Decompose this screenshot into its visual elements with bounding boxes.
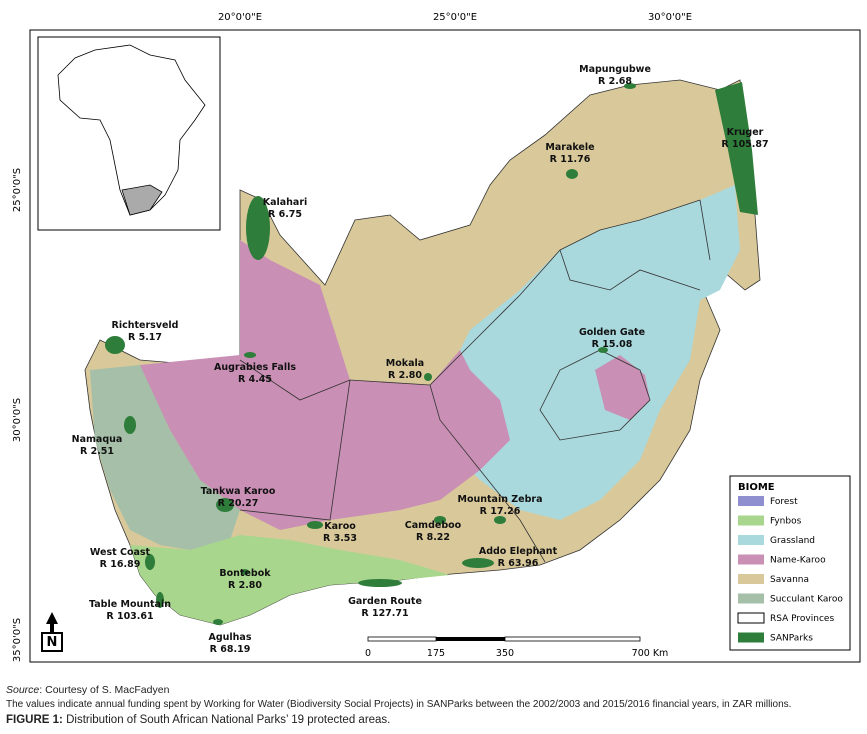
park-funding: R 103.61 — [106, 611, 153, 622]
park-funding: R 6.75 — [268, 209, 302, 220]
park-funding: R 5.17 — [128, 332, 162, 343]
park-area — [566, 169, 578, 179]
caption-source: Source: Courtesy of S. MacFadyen — [6, 684, 169, 696]
park-funding: R 127.71 — [361, 608, 408, 619]
legend-label: Fynbos — [770, 517, 802, 527]
legend-label: RSA Provinces — [770, 614, 834, 624]
legend-swatch — [738, 554, 764, 565]
caption-note: The values indicate annual funding spent… — [6, 699, 792, 710]
scale-label: 350 — [496, 648, 514, 659]
north-arrow — [41, 612, 63, 652]
scale-label: 175 — [427, 648, 445, 659]
park-area — [145, 554, 155, 570]
park-funding: R 16.89 — [100, 559, 141, 570]
park-funding: R 68.19 — [210, 644, 251, 655]
legend: BIOME Forest Fynbos Grassland Name-Karoo Sav… — [729, 475, 851, 651]
park-name: Namaqua — [72, 434, 123, 445]
latitude-label: 35°0'0"S — [12, 618, 23, 662]
legend-swatch — [738, 496, 764, 506]
park-funding: R 2.80 — [228, 580, 262, 591]
legend-swatch — [738, 515, 764, 526]
legend-label: SANParks — [770, 634, 813, 644]
figure-text: Distribution of South African National P… — [66, 714, 391, 726]
park-name: Kruger — [727, 127, 764, 138]
legend-swatch — [738, 632, 764, 643]
park-area — [213, 619, 223, 625]
park-area — [624, 83, 636, 89]
park-funding: R 105.87 — [721, 139, 768, 150]
park-area — [124, 416, 136, 434]
park-funding: R 11.76 — [550, 154, 591, 165]
park-funding: R 2.68 — [598, 76, 632, 87]
north-label: N — [47, 635, 58, 650]
park-area — [244, 352, 256, 358]
park-name: Kalahari — [263, 197, 308, 208]
scale-label: 700 Km — [632, 648, 669, 659]
longitude-label: 20°0'0"E — [218, 12, 262, 23]
legend-swatch — [738, 593, 764, 604]
figure-label: FIGURE 1: — [6, 714, 63, 726]
legend-label: Savanna — [770, 575, 809, 585]
latitude-label: 25°0'0"S — [12, 168, 23, 212]
park-name: Addo Elephant — [479, 546, 558, 557]
park-name: Tankwa Karoo — [201, 486, 276, 497]
park-name: Augrabies Falls — [214, 362, 296, 373]
inset-map — [37, 36, 221, 231]
map: N BIOME Forest Fynbos Grassland Name-Karoo S… — [12, 12, 861, 663]
scale-label: 0 — [365, 648, 371, 659]
park-funding: R 17.26 — [480, 506, 521, 517]
park-name: Camdeboo — [405, 520, 462, 531]
park-name: Mapungubwe — [579, 64, 651, 75]
park-area — [434, 516, 446, 524]
park-funding: R 2.51 — [80, 446, 114, 457]
park-area — [307, 521, 323, 529]
legend-swatch — [738, 535, 764, 545]
park-name: Marakele — [545, 142, 594, 153]
park-name: Table Mountain — [89, 599, 171, 610]
park-name: Agulhas — [208, 632, 251, 643]
parks — [105, 82, 758, 625]
park-funding: R 8.22 — [416, 532, 450, 543]
park-area — [494, 516, 506, 524]
park-area — [462, 558, 494, 568]
park-name: Mountain Zebra — [457, 494, 542, 505]
latitude-label: 30°0'0"S — [12, 398, 23, 442]
legend-label: Forest — [770, 497, 798, 507]
park-area — [156, 592, 164, 608]
park-funding: R 3.53 — [323, 533, 357, 544]
park-area — [246, 196, 270, 260]
source-text: : Courtesy of S. MacFadyen — [39, 684, 170, 696]
park-name: West Coast — [90, 547, 151, 558]
legend-label: Name-Karoo — [770, 556, 826, 566]
park-area — [598, 347, 608, 353]
legend-label: Succulant Karoo — [770, 595, 843, 605]
legend-swatch — [738, 574, 764, 584]
longitude-label: 25°0'0"E — [433, 12, 477, 23]
legend-swatch — [737, 612, 765, 624]
source-label: Source — [6, 684, 40, 696]
park-name: Karoo — [324, 521, 356, 532]
legend-title: BIOME — [738, 482, 775, 493]
park-name: Mokala — [386, 358, 424, 369]
park-name: Golden Gate — [579, 327, 645, 338]
park-funding: R 63.96 — [498, 558, 539, 569]
park-name: Richtersveld — [112, 320, 179, 331]
scale-bar — [367, 636, 641, 642]
park-funding: R 15.08 — [592, 339, 633, 350]
caption-figure: FIGURE 1: Distribution of South African … — [6, 714, 390, 726]
park-funding: R 20.27 — [218, 498, 259, 509]
park-funding: R 2.80 — [388, 370, 422, 381]
longitude-label: 30°0'0"E — [648, 12, 692, 23]
park-funding: R 4.45 — [238, 374, 272, 385]
legend-label: Grassland — [770, 536, 815, 546]
park-area — [241, 569, 249, 575]
park-area — [715, 82, 758, 215]
park-area — [358, 579, 402, 587]
park-area — [105, 336, 125, 354]
park-name: Garden Route — [348, 596, 422, 607]
park-area — [216, 498, 234, 512]
park-area — [424, 373, 432, 381]
park-name: Bontebok — [219, 568, 271, 579]
